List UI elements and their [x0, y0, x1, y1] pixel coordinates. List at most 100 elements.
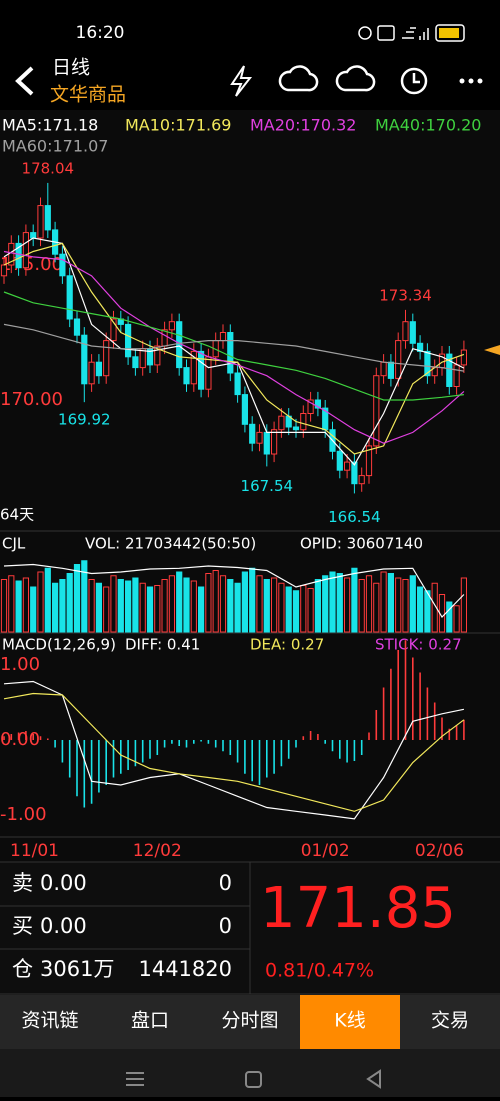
- candle-body: [351, 461, 358, 485]
- volume-bar: [52, 582, 59, 633]
- date-label: 01/02: [301, 841, 350, 861]
- volume-bar: [380, 571, 387, 633]
- quote-row-price: 0.00: [40, 914, 87, 938]
- flash-icon[interactable]: [230, 65, 253, 97]
- tab[interactable]: [100, 995, 200, 1049]
- volume-bar: [351, 567, 358, 633]
- candle-body: [139, 348, 146, 369]
- ma-legend: MA10:171.69: [125, 116, 231, 135]
- volume-bar: [365, 575, 373, 633]
- candle-body: [125, 323, 132, 358]
- tab-label[interactable]: 分时图: [221, 1010, 278, 1032]
- volume-bar: [460, 577, 467, 633]
- candle-body: [453, 364, 460, 387]
- volume-bar: [344, 577, 351, 633]
- dea-line: [3, 692, 465, 812]
- candle-body: [417, 342, 424, 352]
- candle-body: [30, 232, 37, 239]
- nav-home[interactable]: [245, 1071, 262, 1088]
- tab[interactable]: [200, 995, 300, 1049]
- volume-bar: [409, 575, 416, 633]
- candle-body: [73, 318, 81, 336]
- candle-body: [292, 426, 300, 431]
- ma-line: [3, 291, 464, 401]
- candle-body: [66, 275, 73, 320]
- candle-body: [81, 334, 88, 385]
- last-price-marker: [484, 345, 500, 356]
- cloud-icon[interactable]: [278, 65, 319, 92]
- tab-label[interactable]: 盘口: [131, 1010, 169, 1032]
- nav-menu[interactable]: [126, 1072, 144, 1086]
- volume-bar: [322, 575, 329, 633]
- header-title: 日线: [52, 57, 90, 79]
- nav-back[interactable]: [366, 1069, 381, 1089]
- tab-label[interactable]: 资讯链: [21, 1010, 78, 1032]
- extreme-label: 169.92: [58, 411, 111, 429]
- volume-bar: [183, 577, 190, 633]
- tab-label[interactable]: 交易: [431, 1010, 469, 1032]
- opid-line: [3, 563, 465, 618]
- volume-bar: [73, 564, 81, 633]
- quote-grid: [0, 861, 500, 995]
- macd-tick-label: -1.00: [0, 804, 47, 825]
- clock-icon[interactable]: [400, 67, 428, 95]
- candle-body: [365, 445, 373, 477]
- candle-body: [336, 450, 343, 471]
- volume-bar: [132, 577, 139, 633]
- volume-bar: [285, 586, 292, 633]
- volume-bar: [424, 590, 431, 633]
- quote-row-qty: 1441820: [138, 957, 232, 981]
- tab[interactable]: [400, 995, 500, 1049]
- volume-bar: [387, 573, 394, 633]
- volume-label: VOL: 21703442(50:50): [85, 535, 256, 553]
- candle-body: [219, 332, 227, 342]
- tab[interactable]: [300, 995, 400, 1049]
- volume-bar: [263, 579, 270, 633]
- candle-body: [132, 356, 139, 369]
- volume-bar: [44, 567, 51, 633]
- ma-legend: MA5:171.18: [2, 116, 98, 135]
- ma-legend: MA40:170.20: [375, 116, 481, 135]
- more-icon[interactable]: [459, 78, 483, 84]
- macd-title: MACD(12,26,9): [2, 636, 116, 654]
- candle-body: [103, 340, 110, 377]
- date-label: 11/01: [10, 841, 59, 861]
- macd-label: STICK: 0.27: [375, 636, 462, 654]
- candle-body: [0, 264, 8, 277]
- candle-body: [387, 361, 394, 379]
- cloud-icon-2[interactable]: [335, 65, 376, 92]
- volume-bar: [161, 579, 168, 633]
- back-button[interactable]: [15, 66, 34, 96]
- opid-label: OPID: 30607140: [300, 535, 423, 553]
- ma-line: [3, 250, 465, 444]
- volume-bar: [271, 577, 278, 633]
- tab-label[interactable]: K线: [334, 1010, 365, 1032]
- date-label: 02/06: [415, 841, 464, 861]
- quote-row-qty: 0: [219, 914, 232, 938]
- extreme-label: 173.34: [379, 286, 432, 304]
- tab[interactable]: [0, 995, 100, 1049]
- candle-body: [234, 372, 241, 396]
- volume-bar: [81, 560, 88, 633]
- candle-body: [307, 399, 314, 414]
- volume-bar: [30, 586, 37, 633]
- last-price: 171.85: [260, 876, 456, 941]
- candle-body: [263, 431, 270, 455]
- volume-bar: [241, 571, 249, 633]
- volume-bar: [417, 586, 424, 633]
- candle-body: [88, 361, 95, 385]
- candle-body: [344, 461, 351, 471]
- candle-body: [446, 353, 453, 388]
- candle-body: [300, 413, 307, 431]
- volume-bar: [110, 575, 117, 633]
- volume-bar: [66, 573, 73, 633]
- diff-line: [3, 680, 465, 820]
- quote-row-price: 0.00: [40, 871, 87, 895]
- candle-body: [402, 321, 409, 342]
- extreme-label: 166.54: [328, 508, 381, 526]
- volume-bar: [146, 586, 154, 633]
- macd-tick-label: 0.00: [0, 729, 40, 750]
- candle-body: [358, 475, 365, 485]
- volume-bar: [0, 579, 8, 633]
- volume-bar: [234, 582, 241, 633]
